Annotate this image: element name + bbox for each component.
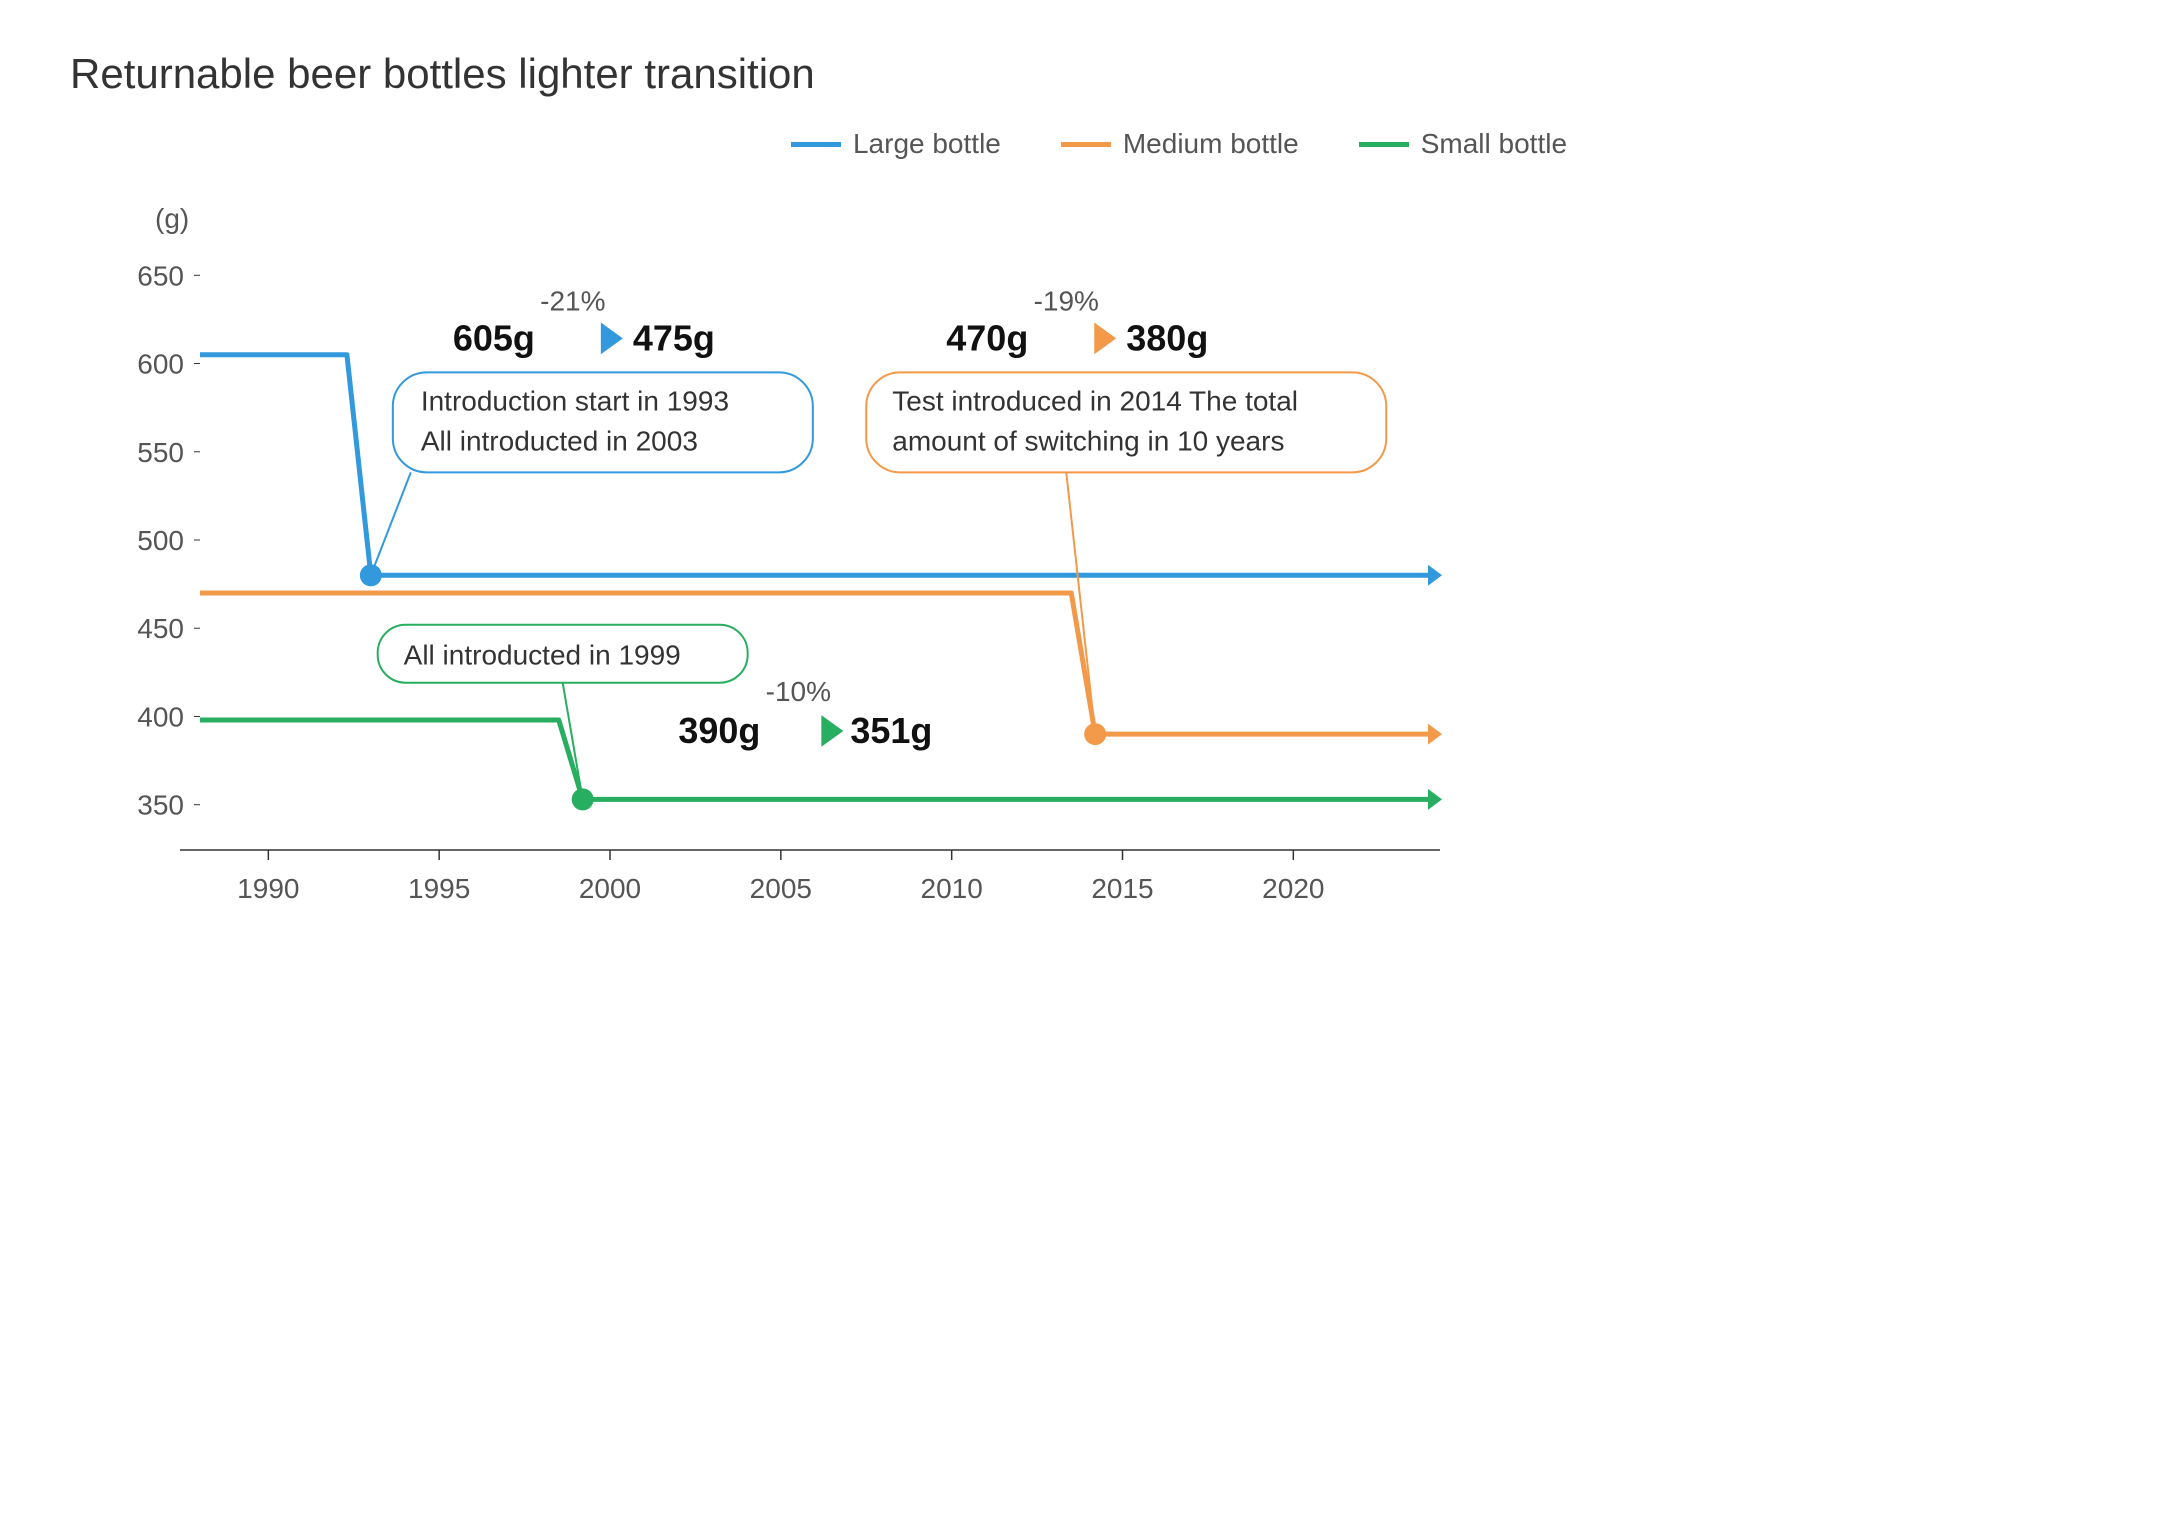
y-tick-label: 650 [137, 260, 184, 291]
chart-svg: (g) 350 400 450 500 550 600 650 1990 1995 2000 2005… [70, 180, 1470, 940]
legend-swatch-small [1359, 142, 1409, 147]
legend: Large bottle Medium bottle Small bottle [270, 128, 2088, 160]
callout-connector-large [371, 472, 411, 575]
x-tick-label: 2000 [579, 873, 641, 904]
arrow-icon [1428, 724, 1442, 745]
x-tick-label: 2015 [1091, 873, 1153, 904]
y-tick-label: 600 [137, 349, 184, 380]
x-tick-label: 2010 [921, 873, 983, 904]
y-tick-label: 400 [137, 701, 184, 732]
y-tick-label: 450 [137, 613, 184, 644]
x-tick-label: 2005 [750, 873, 812, 904]
legend-label-medium: Medium bottle [1123, 128, 1299, 160]
x-tick-label: 2020 [1262, 873, 1324, 904]
chart-title: Returnable beer bottles lighter transiti… [70, 50, 2088, 98]
legend-item-medium: Medium bottle [1061, 128, 1299, 160]
to-medium: 380g [1126, 317, 1208, 358]
y-tick-label: 500 [137, 525, 184, 556]
callout-text-large: Introduction start in 1993 [421, 385, 729, 416]
y-tick-label: 350 [137, 790, 184, 821]
from-small: 390g [678, 710, 760, 751]
pct-large: -21% [540, 285, 605, 316]
legend-swatch-medium [1061, 142, 1111, 147]
to-large: 475g [633, 317, 715, 358]
legend-label-large: Large bottle [853, 128, 1001, 160]
callout-text-small: All introducted in 1999 [404, 640, 681, 671]
pct-medium: -19% [1034, 285, 1099, 316]
chart-area: (g) 350 400 450 500 550 600 650 1990 1995 2000 2005… [70, 180, 1470, 940]
legend-item-large: Large bottle [791, 128, 1001, 160]
to-small: 351g [850, 710, 932, 751]
legend-item-small: Small bottle [1359, 128, 1567, 160]
x-tick-label: 1995 [408, 873, 470, 904]
pct-small: -10% [766, 676, 831, 707]
triangle-icon [821, 715, 843, 747]
callout-text-medium: Test introduced in 2014 The total [892, 385, 1298, 416]
from-medium: 470g [946, 317, 1028, 358]
from-large: 605g [453, 317, 535, 358]
callout-text-large: All introducted in 2003 [421, 425, 698, 456]
arrow-icon [1428, 565, 1442, 586]
triangle-icon [1094, 323, 1116, 355]
y-tick-label: 550 [137, 437, 184, 468]
y-axis-unit: (g) [155, 203, 189, 234]
callout-text-medium: amount of switching in 10 years [892, 425, 1284, 456]
triangle-icon [601, 323, 623, 355]
x-tick-label: 1990 [237, 873, 299, 904]
arrow-icon [1428, 789, 1442, 810]
legend-label-small: Small bottle [1421, 128, 1567, 160]
legend-swatch-large [791, 142, 841, 147]
